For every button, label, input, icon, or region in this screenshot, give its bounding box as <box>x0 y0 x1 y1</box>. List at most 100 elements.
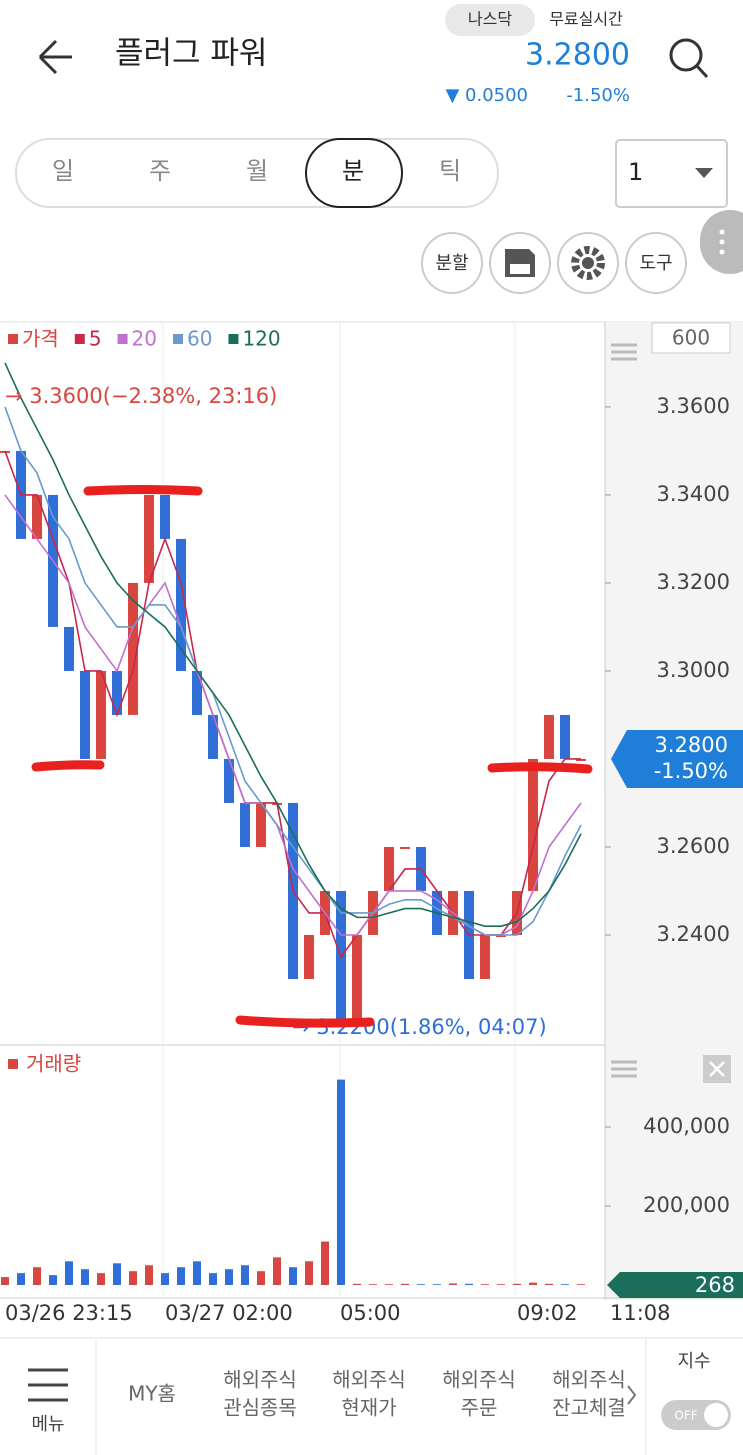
volume-bar <box>401 1283 409 1285</box>
legend-swatch <box>117 334 128 344</box>
nav-item[interactable]: 해외주식 <box>332 1368 406 1392</box>
tab[interactable]: 틱 <box>439 157 461 185</box>
volume-bar <box>321 1241 329 1285</box>
toggle-label: OFF <box>674 1409 697 1423</box>
tab[interactable]: 일 <box>52 157 74 185</box>
tab[interactable]: 분 <box>342 157 364 185</box>
tab[interactable]: 월 <box>246 157 268 185</box>
volume-bar <box>545 1283 553 1285</box>
price-bar <box>128 582 138 715</box>
volume-bar <box>81 1269 89 1285</box>
y-tick-label: 3.3200 <box>657 570 730 594</box>
moving-average <box>4 406 582 936</box>
legend-label: 20 <box>132 327 157 351</box>
volume-bar <box>577 1284 585 1285</box>
realtime-label: 무료실시간 <box>549 10 623 29</box>
tool-label: 도구 <box>639 253 672 274</box>
interval-dropdown[interactable] <box>615 139 728 208</box>
price-bar <box>256 802 266 847</box>
y-tick-label: 3.2400 <box>657 922 730 946</box>
nav-item[interactable]: 현재가 <box>341 1396 396 1420</box>
gear-icon <box>571 246 605 280</box>
last-price-tag <box>611 729 743 788</box>
volume-bar <box>225 1269 233 1285</box>
hand-mark <box>235 1015 375 1028</box>
nav-item[interactable]: 해외주식 <box>442 1368 516 1392</box>
handle-dot <box>719 249 725 255</box>
legend-swatch <box>8 1059 18 1069</box>
price-bar <box>304 934 314 979</box>
price-bar <box>112 670 122 715</box>
nav-item[interactable]: 관심종목 <box>223 1396 297 1420</box>
legend-label: 120 <box>242 327 280 351</box>
toggle-knob <box>704 1403 728 1427</box>
interval: 1 <box>628 158 643 186</box>
volume-bar <box>241 1265 249 1285</box>
save-icon-slot <box>510 264 530 274</box>
hand-marks <box>31 485 593 1028</box>
nav-item[interactable]: 해외주식 <box>552 1368 626 1392</box>
volume-bar <box>33 1267 41 1285</box>
change-percent: -1.50% <box>566 85 630 106</box>
hand-mark <box>31 760 105 772</box>
legend-label: 5 <box>89 327 102 351</box>
nav-item[interactable]: 주문 <box>461 1396 498 1420</box>
exchange-pill <box>445 4 535 36</box>
volume-bar <box>273 1257 281 1285</box>
y-tick-label: 3.3000 <box>657 658 730 682</box>
search-handle <box>695 64 709 79</box>
scale-value: 600 <box>672 326 710 350</box>
last-change: -1.50% <box>654 759 728 783</box>
menu-icon[interactable] <box>28 1368 68 1402</box>
last-volume: 268 <box>695 1273 735 1297</box>
tab[interactable]: 주 <box>149 157 171 185</box>
nav-scroll-arrow[interactable] <box>627 1385 637 1405</box>
volume-bar <box>145 1265 153 1285</box>
y-tick-label: 200,000 <box>643 1193 730 1217</box>
volume-bar <box>289 1267 297 1285</box>
split-button[interactable] <box>421 232 483 294</box>
legend-swatch <box>173 334 183 344</box>
gear-center <box>582 257 594 269</box>
x-tick-label: 11:08 <box>610 1301 671 1325</box>
bottom-nav <box>0 1338 743 1455</box>
legend-swatch <box>8 334 18 344</box>
y-tick-label: 400,000 <box>643 1114 730 1138</box>
dropdown-arrow <box>695 168 713 178</box>
moving-average <box>4 362 582 927</box>
back-button[interactable] <box>38 39 72 75</box>
x-tick-label: 03/26 23:15 <box>5 1301 133 1325</box>
volume-bar <box>385 1284 393 1285</box>
volume-bar <box>209 1273 217 1285</box>
price-bar <box>560 714 570 759</box>
volume-bar <box>561 1284 569 1285</box>
volume-bar <box>257 1271 265 1285</box>
last-volume-tag <box>607 1272 743 1298</box>
nav-item[interactable]: 잔고체결 <box>552 1396 626 1420</box>
volume-bar <box>193 1261 201 1285</box>
search-button[interactable] <box>669 38 703 72</box>
price-bar <box>400 846 410 849</box>
nav-item[interactable]: MY홈 <box>128 1382 176 1406</box>
price-bar <box>80 670 90 759</box>
legend-label: 가격 <box>22 327 59 351</box>
scale-box <box>651 322 731 354</box>
price-bar <box>96 670 106 759</box>
volume-bar <box>177 1267 185 1285</box>
price-bar <box>240 802 250 847</box>
volume-bar <box>129 1271 137 1285</box>
close-icon <box>709 1061 725 1077</box>
tools-button[interactable] <box>625 232 687 294</box>
panel-title: 거래량 <box>26 1052 81 1076</box>
price-bar <box>144 494 154 583</box>
y-tick-label: 3.2600 <box>657 834 730 858</box>
price-bar <box>496 934 506 937</box>
price-bar <box>544 714 554 759</box>
y-tick-label: 3.3400 <box>657 482 730 506</box>
price-bar <box>576 758 586 761</box>
axis-panel <box>605 322 743 1300</box>
volume-bar <box>529 1282 537 1285</box>
nav-item[interactable]: 해외주식 <box>223 1368 297 1392</box>
legend-label: 60 <box>187 327 212 351</box>
volume-bar <box>465 1283 473 1285</box>
